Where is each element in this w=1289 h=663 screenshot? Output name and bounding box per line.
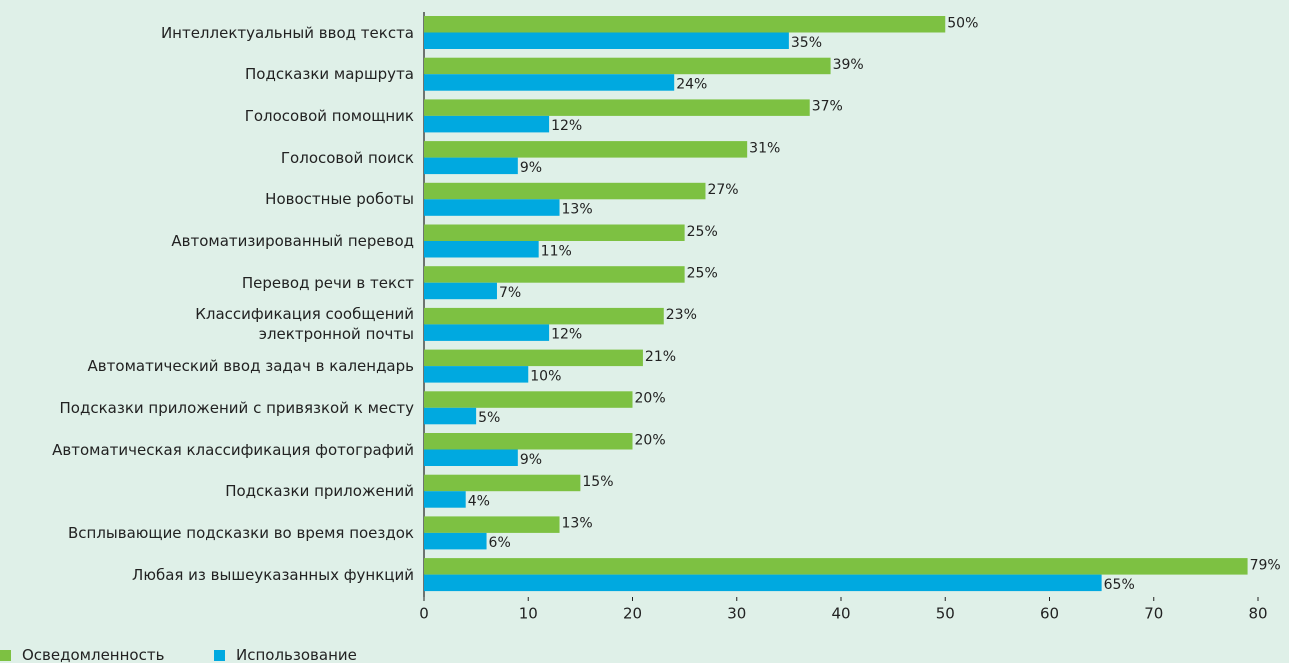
x-tick-label: 40 <box>831 605 850 623</box>
bar <box>424 16 946 33</box>
category-label: Подсказки приложений <box>225 482 414 501</box>
category-label: Перевод речи в текст <box>241 273 414 292</box>
value-label: 13% <box>562 202 593 218</box>
bar <box>424 474 581 492</box>
bar <box>424 366 529 383</box>
bar <box>424 157 518 175</box>
bar <box>424 516 560 533</box>
value-label: 21% <box>645 349 676 365</box>
bar <box>424 433 633 450</box>
legend-label: Осведомленность <box>22 646 165 663</box>
bar <box>424 391 633 408</box>
value-label: 20% <box>635 432 666 448</box>
bar <box>424 241 539 258</box>
x-tick-label: 60 <box>1040 605 1059 623</box>
value-label: 7% <box>499 285 521 301</box>
value-label: 24% <box>676 76 707 92</box>
category-label: Подсказки приложений с привязкой к месту <box>59 398 414 417</box>
bar <box>424 491 466 508</box>
bar <box>424 266 685 283</box>
category-label: Голосовой поиск <box>280 148 414 167</box>
legend-swatch <box>214 650 225 661</box>
x-tick-label: 0 <box>419 605 429 623</box>
bar <box>424 32 789 49</box>
x-tick-label: 20 <box>623 605 642 623</box>
legend-swatch <box>0 650 11 661</box>
value-label: 11% <box>541 243 572 259</box>
bar <box>424 115 550 133</box>
value-label: 4% <box>468 493 490 509</box>
bar <box>424 558 1248 575</box>
value-label: 15% <box>582 474 613 490</box>
x-tick-label: 30 <box>727 605 746 623</box>
value-label: 12% <box>551 118 582 134</box>
bar <box>424 199 560 216</box>
category-label: Голосовой помощник <box>244 106 414 125</box>
value-label: 13% <box>562 516 593 532</box>
bar <box>424 99 810 116</box>
legend-label: Использование <box>236 646 357 663</box>
category-label: Автоматическая классификация фотографий <box>52 440 414 459</box>
bar <box>424 532 487 550</box>
bar <box>424 282 497 300</box>
value-label: 23% <box>666 307 697 323</box>
bar <box>424 57 831 75</box>
bar <box>424 224 685 241</box>
value-label: 9% <box>520 452 542 468</box>
bar <box>424 407 477 425</box>
category-label: Автоматизированный перевод <box>171 232 414 250</box>
value-label: 31% <box>749 140 780 156</box>
value-label: 27% <box>707 182 738 198</box>
value-label: 35% <box>791 35 822 51</box>
category-label: Новостные роботы <box>265 190 414 209</box>
x-tick-label: 10 <box>519 605 538 623</box>
value-label: 20% <box>635 391 666 407</box>
value-label: 6% <box>489 535 511 551</box>
value-label: 25% <box>687 224 718 240</box>
category-label: Всплывающие подсказки во время поездок <box>68 523 414 542</box>
bar <box>424 307 664 325</box>
x-tick-label: 70 <box>1144 605 1163 623</box>
value-label: 10% <box>530 368 561 384</box>
category-label: Любая из вышеуказанных функций <box>132 565 414 584</box>
value-label: 12% <box>551 327 582 343</box>
x-tick-label: 50 <box>936 605 955 623</box>
value-label: 9% <box>520 160 542 176</box>
category-label: Классификация сообщений электронной почт… <box>195 305 414 344</box>
bar <box>424 74 675 91</box>
category-label: Подсказки маршрута <box>245 65 414 84</box>
bar <box>424 182 706 200</box>
bar <box>424 349 643 367</box>
x-tick-label: 80 <box>1248 605 1267 623</box>
value-label: 65% <box>1104 577 1135 593</box>
value-label: 79% <box>1250 557 1281 573</box>
value-label: 39% <box>833 57 864 73</box>
value-label: 5% <box>478 410 500 426</box>
category-label: Автоматический ввод задач в календарь <box>87 357 414 376</box>
category-label: Интеллектуальный ввод текста <box>160 23 414 42</box>
bar <box>424 574 1102 592</box>
bar <box>424 141 748 158</box>
bar <box>424 324 550 341</box>
bar <box>424 449 518 466</box>
value-label: 50% <box>947 15 978 31</box>
value-label: 37% <box>812 99 843 115</box>
value-label: 25% <box>687 265 718 281</box>
